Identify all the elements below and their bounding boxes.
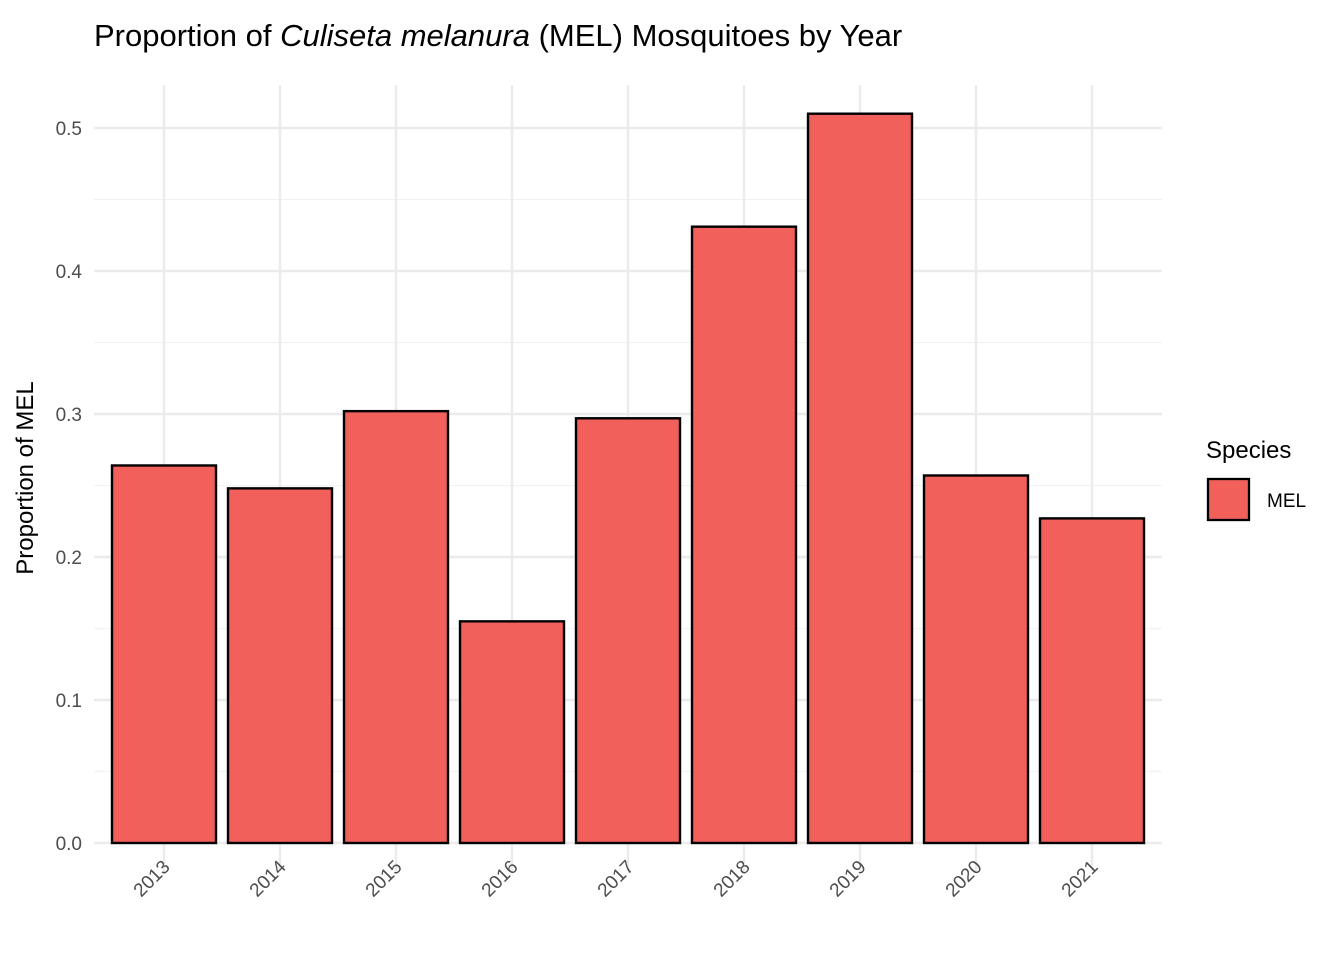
chart-title-species: Culiseta melanura <box>280 18 530 53</box>
x-tick-label-2013: 2013 <box>130 857 175 902</box>
x-axis-ticks: 2013 2014 2015 2016 2017 2018 2019 2020 2021 <box>130 856 1103 901</box>
y-tick-label: 0.3 <box>56 405 82 426</box>
y-tick-label: 0.4 <box>56 262 83 283</box>
bar-2021 <box>1038 517 1146 845</box>
x-tick-label-2021: 2021 <box>1058 857 1103 902</box>
legend-key-mel <box>1206 477 1251 522</box>
x-tick-label-2017: 2017 <box>594 857 639 902</box>
chart-title-prefix: Proportion of <box>94 18 280 53</box>
legend-label-mel: MEL <box>1267 491 1306 512</box>
legend: Species MEL <box>1206 437 1306 522</box>
y-tick-label: 0.2 <box>56 548 82 569</box>
bar-2015 <box>342 409 450 845</box>
legend-title: Species <box>1206 437 1291 464</box>
bar-2020 <box>922 474 1030 845</box>
y-tick-label: 0.5 <box>56 119 82 140</box>
y-tick-label: 0.0 <box>56 834 82 855</box>
bar-2017 <box>574 417 682 845</box>
y-tick-label: 0.1 <box>56 691 82 712</box>
y-axis-title: Proportion of MEL <box>12 381 39 574</box>
chart-title-suffix: (MEL) Mosquitoes by Year <box>530 18 902 53</box>
x-tick-label-2020: 2020 <box>942 857 987 902</box>
bar-2016 <box>458 620 566 845</box>
x-tick-label-2014: 2014 <box>246 856 291 901</box>
bar-2014 <box>226 487 334 845</box>
x-tick-label-2015: 2015 <box>362 857 407 902</box>
x-tick-label-2019: 2019 <box>826 857 871 902</box>
x-tick-label-2016: 2016 <box>478 857 523 902</box>
y-axis-ticks: 0.0 0.1 0.2 0.3 0.4 0.5 <box>56 119 83 855</box>
bar-2013 <box>110 464 218 845</box>
x-tick-label-2018: 2018 <box>710 857 755 902</box>
chart-title: Proportion of Culiseta melanura (MEL) Mo… <box>94 18 902 53</box>
bar-2018 <box>690 225 798 845</box>
bar-2019 <box>806 112 914 845</box>
bars <box>110 112 1146 845</box>
